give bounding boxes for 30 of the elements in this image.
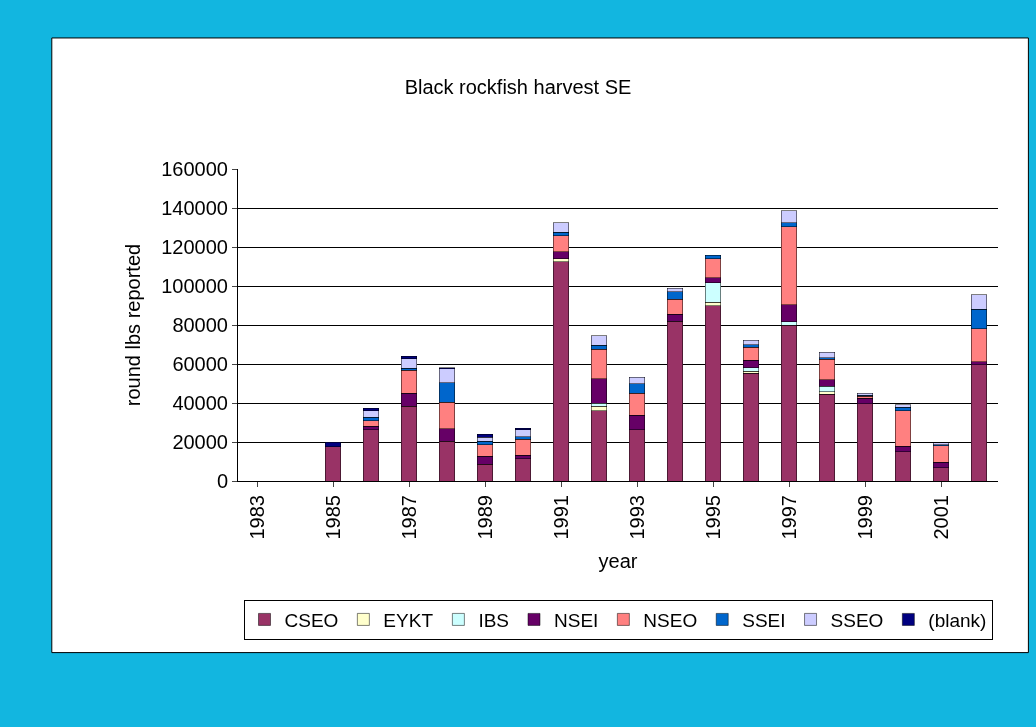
y-tick-label: 120000 xyxy=(161,236,228,258)
y-axis-title: round lbs reported xyxy=(121,243,144,407)
x-tick-label: 1983 xyxy=(245,495,268,540)
x-tick-label: 1995 xyxy=(701,495,724,540)
y-tick-label: 140000 xyxy=(161,197,228,219)
x-tick-label: 1985 xyxy=(321,495,344,540)
legend-label: NSEI xyxy=(554,609,599,631)
x-tick-label: 1999 xyxy=(853,495,876,540)
y-tick-label: 60000 xyxy=(172,353,228,375)
legend-label: (blank) xyxy=(928,609,987,631)
x-tick-label: 1991 xyxy=(549,495,572,540)
legend-label: EYKT xyxy=(383,609,434,631)
y-tick-label: 40000 xyxy=(172,392,228,414)
x-tick-label: 1989 xyxy=(473,495,496,540)
x-tick-label: 1997 xyxy=(777,495,800,540)
legend-label: IBS xyxy=(478,609,509,631)
legend-label: CSEO xyxy=(284,609,339,631)
x-tick-label: 1993 xyxy=(625,495,648,540)
y-tick-label: 160000 xyxy=(161,158,228,180)
x-axis-title: year xyxy=(598,550,638,572)
x-tick-label: 2001 xyxy=(929,495,952,540)
x-tick-label: 1987 xyxy=(397,495,420,540)
legend-label: SSEI xyxy=(742,609,786,631)
y-tick-label: 20000 xyxy=(172,431,228,453)
legend-label: NSEO xyxy=(643,609,698,631)
y-tick-label: 100000 xyxy=(161,275,228,297)
y-tick-label: 80000 xyxy=(172,314,228,336)
y-tick-label: 0 xyxy=(216,470,228,492)
legend-label: SSEO xyxy=(830,609,884,631)
chart-title: Black rockfish harvest SE xyxy=(404,76,632,99)
